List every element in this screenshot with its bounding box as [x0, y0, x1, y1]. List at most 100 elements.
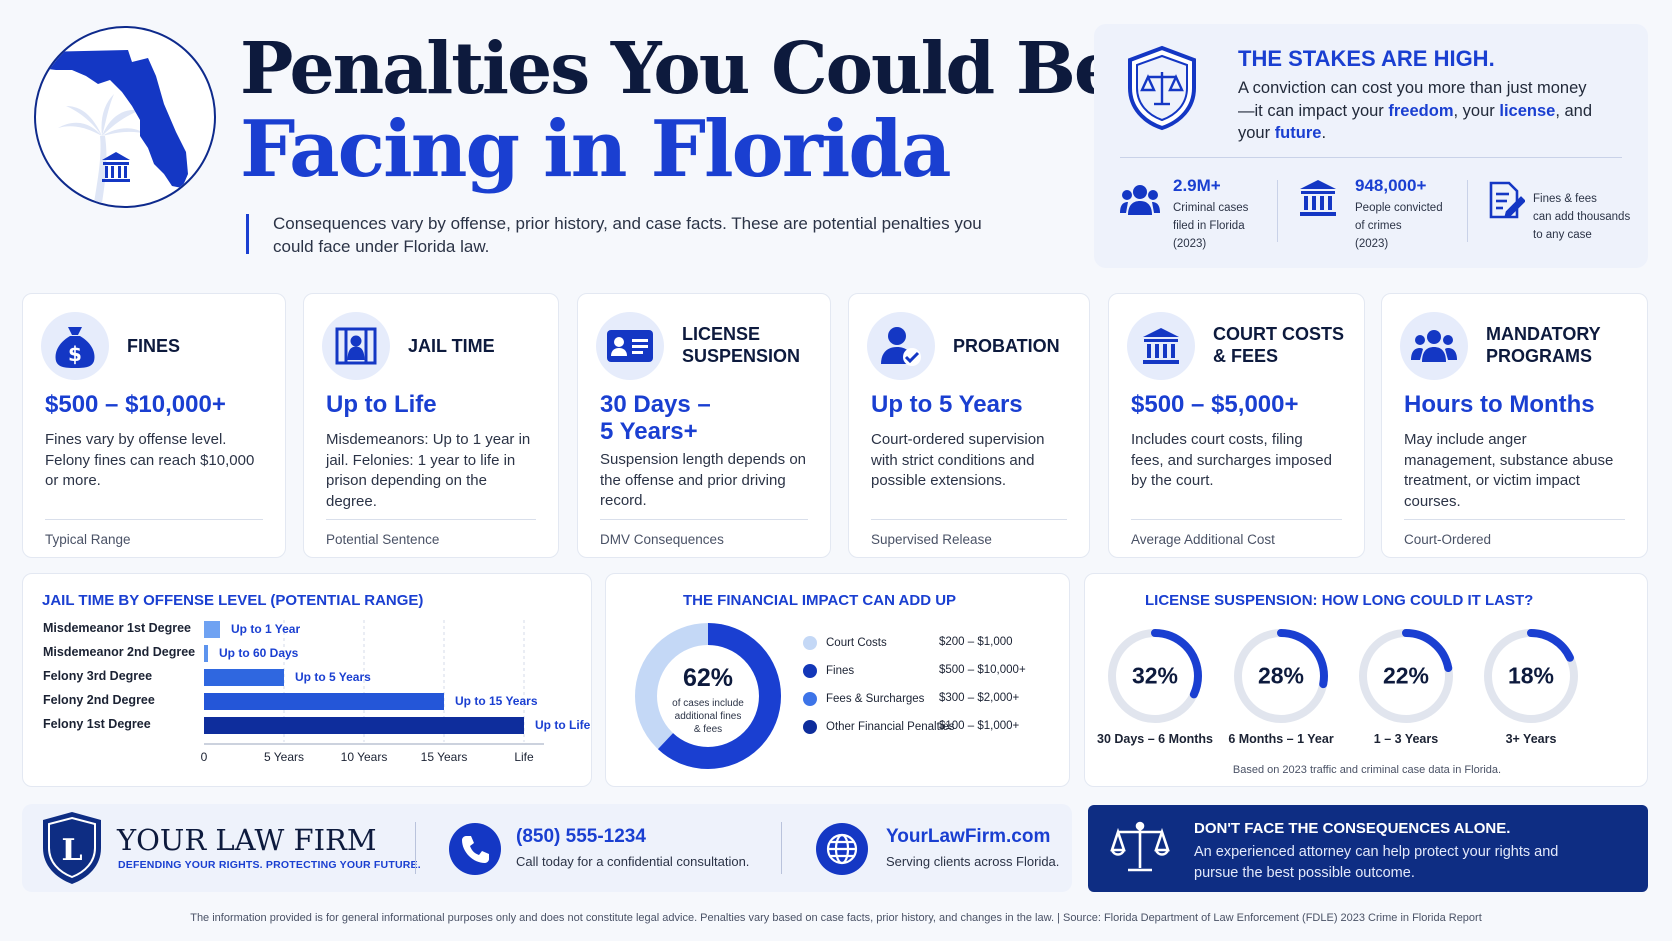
legend-dot: [803, 636, 817, 650]
license-card-icon: [596, 312, 664, 380]
stat-label: Criminal cases filed in Florida (2023): [1173, 202, 1249, 250]
bar: [204, 669, 284, 686]
legend-dot: [803, 720, 817, 734]
cta-title: DON'T FACE THE CONSEQUENCES ALONE.: [1194, 820, 1511, 837]
disclaimer-text: The information provided is for general …: [190, 912, 1482, 924]
phone-number-link[interactable]: (850) 555-1234: [516, 826, 646, 847]
ring-category-label: 1 – 3 Years: [1373, 732, 1439, 746]
legend-range: $300 – $2,000+: [939, 692, 1020, 704]
penalty-description: Fines vary by offense level. Felony fine…: [45, 431, 255, 489]
card-divider: [871, 519, 1067, 520]
svg-text:L: L: [61, 833, 82, 868]
bar-value-label: Up to Life: [535, 718, 591, 732]
license-highlight: license: [1499, 101, 1556, 120]
ring-progress: [1108, 629, 1202, 723]
suspension-ring-charts: [1108, 629, 1578, 723]
penalty-description: Includes court costs, filing fees, and s…: [1131, 431, 1332, 489]
stat-value: 2.9M+: [1173, 176, 1221, 195]
x-tick-label: 5 Years: [263, 750, 305, 764]
person-check-icon: [867, 312, 935, 380]
x-tick-label: 10 Years: [340, 750, 388, 764]
penalty-value: Hours to Months: [1404, 391, 1595, 418]
bar: [204, 693, 444, 710]
penalty-card-jail-time: JAIL TIME Up to Life Misdemeanors: Up to…: [303, 293, 559, 558]
financial-impact-panel: THE FINANCIAL IMPACT CAN ADD UP 62% of c…: [605, 573, 1070, 787]
donut-center-label: 62% of cases include additional fines & fe…: [628, 664, 788, 736]
cta-banner: [1088, 805, 1648, 892]
legend-item: Fees & Surcharges: [803, 692, 924, 706]
penalty-footer: Potential Sentence: [326, 532, 440, 547]
ring-progress: [1234, 629, 1328, 723]
penalty-value: $500 – $5,000+: [1131, 391, 1299, 418]
phone-icon[interactable]: [449, 823, 501, 880]
card-divider: [1131, 519, 1342, 520]
bar: [204, 645, 208, 662]
scales-of-justice-icon: [1110, 820, 1170, 881]
penalty-title: LICENSE SUSPENSION: [682, 324, 801, 366]
financial-donut-chart: [635, 623, 781, 769]
legend-item: Other Financial Penalties: [803, 720, 954, 734]
ring-progress: [1484, 629, 1578, 723]
penalty-description: Misdemeanors: Up to 1 year in jail. Felo…: [326, 431, 531, 510]
stakes-divider: [1120, 157, 1622, 158]
card-divider: [1404, 519, 1625, 520]
donut-main-slice: [635, 623, 781, 769]
bar-category-label: Misdemeanor 2nd Degree: [43, 645, 196, 659]
ring-percent: 28%: [1257, 662, 1305, 689]
courthouse-icon: [1298, 178, 1338, 223]
website-link[interactable]: YourLawFirm.com: [886, 826, 1051, 847]
penalty-value: 30 Days –5 Years+: [600, 391, 711, 445]
penalty-title: COURT COSTS & FEES: [1213, 324, 1345, 366]
shield-scales-icon: [1124, 44, 1200, 137]
bar-value-label: Up to 60 Days: [219, 646, 299, 660]
donut-center-value: 62%: [682, 664, 734, 692]
penalty-value: Up to 5 Years: [871, 391, 1023, 418]
ring-percent: 18%: [1507, 662, 1555, 689]
firm-name: YOUR LAW FIRM: [117, 823, 377, 857]
card-divider: [326, 519, 536, 520]
penalty-title: PROBATION: [953, 336, 1060, 356]
document-pen-icon: [1487, 180, 1526, 225]
penalty-description: May include anger management, substance …: [1404, 431, 1614, 510]
penalty-title: FINES: [127, 336, 181, 356]
legend-range: $100 – $1,000+: [939, 720, 1020, 732]
x-tick-label: 15 Years: [420, 750, 468, 764]
svg-text:$: $: [68, 342, 82, 366]
bar-category-label: Felony 1st Degree: [43, 717, 151, 731]
penalty-card-probation: PROBATION Up to 5 Years Court-ordered su…: [848, 293, 1090, 558]
license-suspension-panel: LICENSE SUSPENSION: HOW LONG COULD IT LA…: [1084, 573, 1648, 787]
stakes-text: A conviction can cost you more than just…: [1238, 79, 1593, 142]
footer-divider: [415, 822, 416, 874]
bar-value-label: Up to 5 Years: [295, 670, 371, 684]
courthouse-icon: [1127, 312, 1195, 380]
penalty-card-fines: $ FINES $500 – $10,000+ Fines vary by of…: [22, 293, 286, 558]
bar-category-label: Misdemeanor 1st Degree: [43, 621, 191, 635]
globe-icon[interactable]: [816, 823, 868, 880]
penalty-description: Court-ordered supervision with strict co…: [871, 431, 1045, 489]
penalty-card-mandatory-programs: MANDATORY PROGRAMS Hours to Months May in…: [1381, 293, 1648, 558]
cta-text: An experienced attorney can help protect…: [1194, 844, 1559, 881]
firm-tagline: DEFENDING YOUR RIGHTS. PROTECTING YOUR F…: [118, 859, 421, 871]
website-subtext: Serving clients across Florida.: [886, 854, 1060, 869]
penalty-value: $500 – $10,000+: [45, 391, 226, 418]
bar-value-label: Up to 1 Year: [231, 622, 301, 636]
stat-label: People convicted of crimes (2023): [1355, 202, 1443, 250]
ring-percent: 32%: [1131, 662, 1179, 689]
bar: [204, 717, 524, 734]
florida-map-icon: [40, 50, 188, 203]
legend-range: $500 – $10,000+: [939, 664, 1026, 676]
chart-title: THE FINANCIAL IMPACT CAN ADD UP: [683, 592, 957, 609]
group-icon: [1400, 312, 1468, 380]
money-bag-icon: $: [41, 312, 109, 380]
penalty-footer: Average Additional Cost: [1131, 532, 1275, 547]
stat-label: Fines & fees can add thousands to any case: [1533, 193, 1631, 241]
bar: [204, 621, 220, 638]
firm-contact-band: [22, 804, 1072, 892]
chart-title: JAIL TIME BY OFFENSE LEVEL (POTENTIAL RA…: [42, 592, 424, 609]
jail-chart-grid: [204, 620, 544, 745]
penalty-card-license-suspension: LICENSE SUSPENSION 30 Days –5 Years+ Susp…: [577, 293, 831, 558]
ring-category-label: 30 Days – 6 Months: [1096, 732, 1214, 746]
bar-category-label: Felony 2nd Degree: [43, 693, 155, 707]
page-subtitle: Consequences vary by offense, prior hist…: [273, 214, 982, 256]
ring-category-label: 3+ Years: [1505, 732, 1557, 746]
